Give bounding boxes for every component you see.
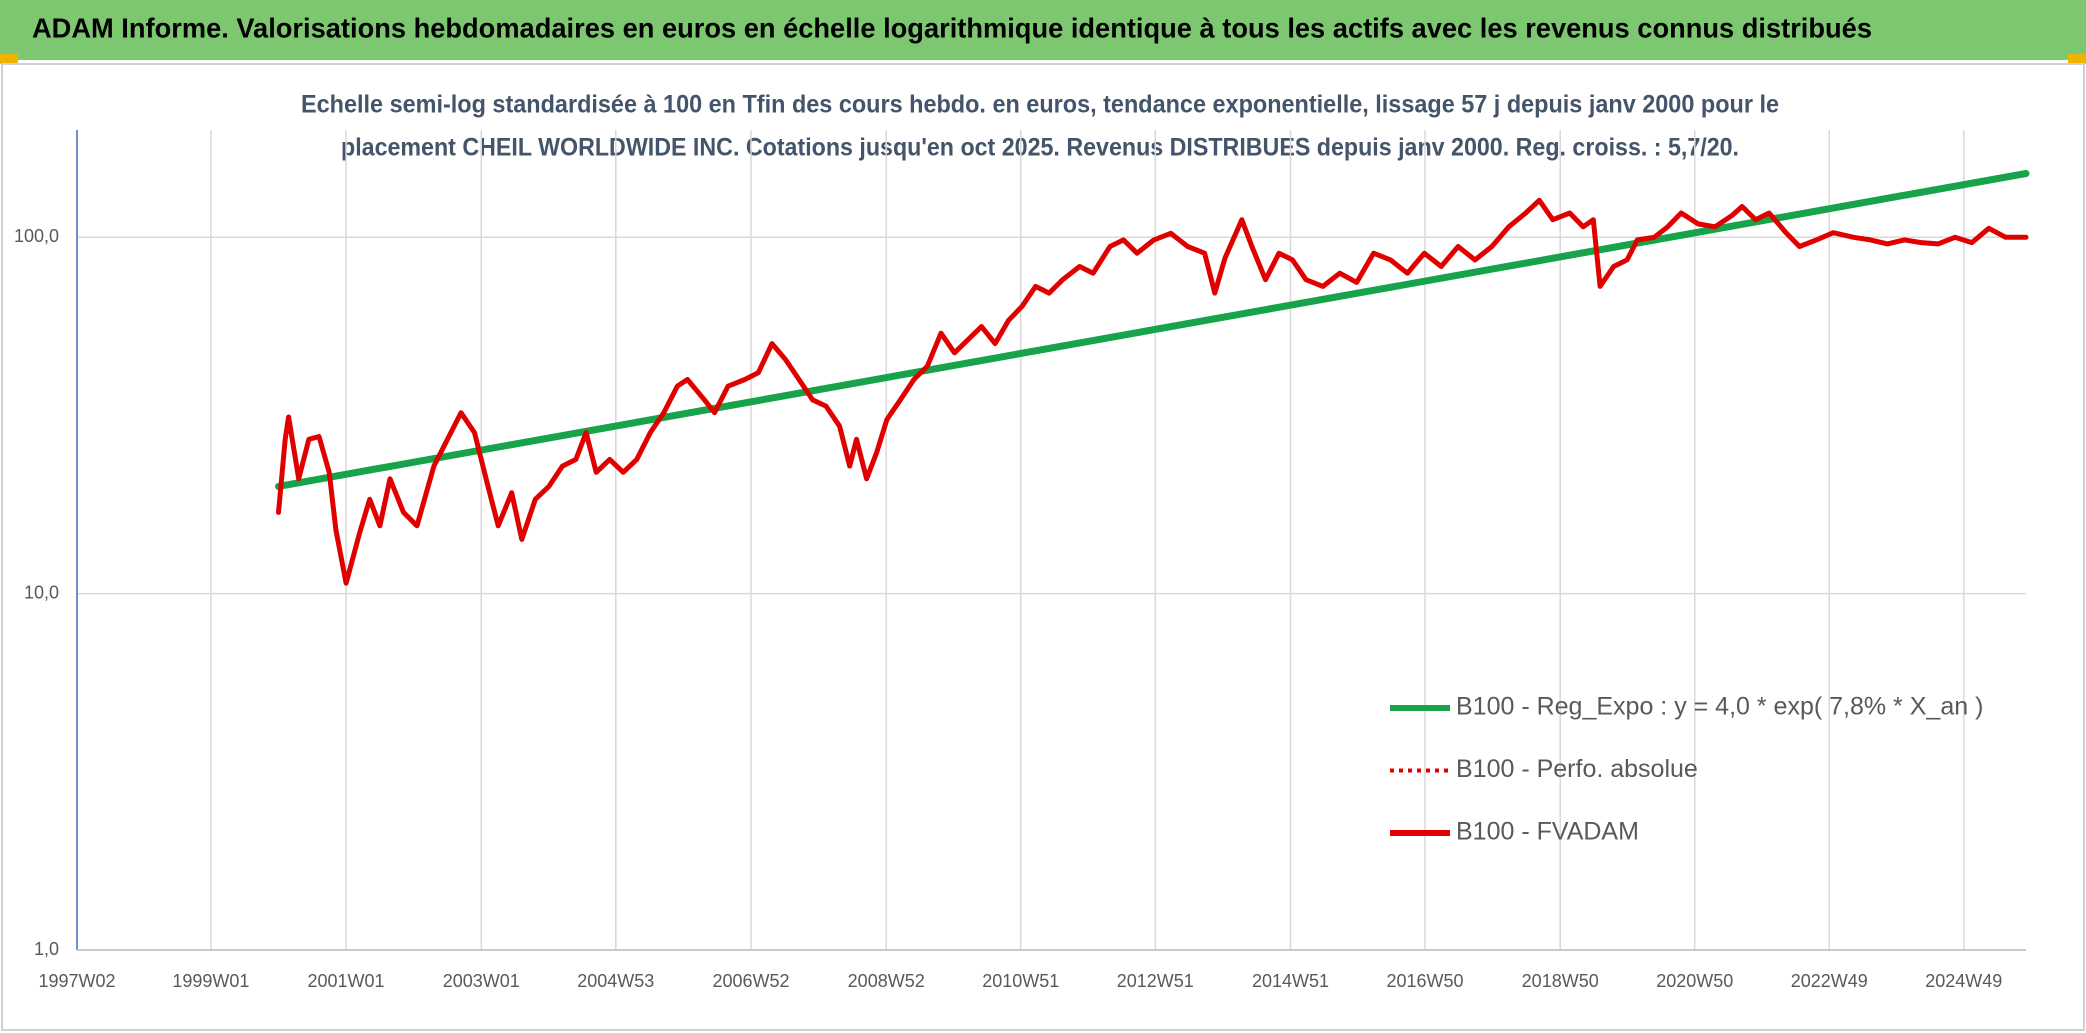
chart-frame [1, 63, 2085, 1031]
corner-mark [2068, 54, 2086, 64]
x-tick-label: 2020W50 [1656, 971, 1733, 991]
y-tick-label: 10,0 [24, 582, 59, 602]
x-tick-label: 2024W49 [1925, 971, 2002, 991]
x-tick-label: 2016W50 [1386, 971, 1463, 991]
x-tick-label: 2003W01 [443, 971, 520, 991]
x-tick-label: 2014W51 [1252, 971, 1329, 991]
chart-title: ADAM Informe. Valorisations hebdomadaire… [32, 12, 1872, 43]
x-tick-label: 2004W53 [577, 971, 654, 991]
legend-label: B100 - Perfo. absolue [1456, 755, 1698, 783]
legend-label: B100 - FVADAM [1456, 818, 1639, 846]
x-tick-label: 2022W49 [1791, 971, 1868, 991]
y-tick-label: 1,0 [34, 939, 59, 959]
x-tick-label: 1997W02 [38, 971, 115, 991]
x-tick-label: 2001W01 [308, 971, 385, 991]
x-tick-label: 2006W52 [712, 971, 789, 991]
corner-mark [0, 54, 18, 64]
x-tick-label: 2012W51 [1117, 971, 1194, 991]
x-tick-label: 2018W50 [1522, 971, 1599, 991]
data-line [276, 197, 2029, 586]
legend-label: B100 - Reg_Expo : y = 4,0 * exp( 7,8% * … [1456, 693, 1983, 721]
x-tick-label: 2008W52 [848, 971, 925, 991]
chart-subtitle: placement CHEIL WORLDWIDE INC. Cotations… [341, 134, 1739, 162]
header-bar [0, 0, 2086, 60]
data-line [275, 170, 2030, 490]
chart-subtitle: Echelle semi-log standardisée à 100 en T… [301, 91, 1779, 119]
x-tick-label: 2010W51 [982, 971, 1059, 991]
x-tick-label: 1999W01 [172, 971, 249, 991]
y-tick-label: 100,0 [14, 226, 59, 246]
